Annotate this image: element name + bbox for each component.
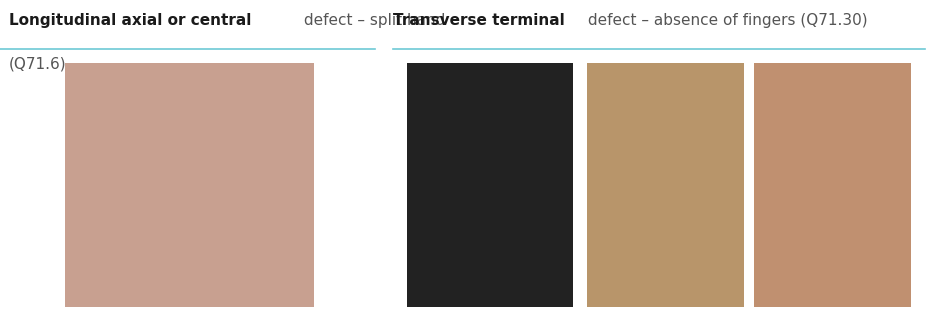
- Text: (Q71.6): (Q71.6): [9, 56, 67, 71]
- Bar: [588, 63, 744, 307]
- Text: defect – absence of fingers (Q71.30): defect – absence of fingers (Q71.30): [583, 13, 868, 28]
- Bar: [407, 63, 573, 307]
- Bar: [754, 63, 911, 307]
- Text: defect – split hand: defect – split hand: [299, 13, 446, 28]
- Text: Longitudinal axial or central: Longitudinal axial or central: [9, 13, 252, 28]
- Text: Transverse terminal: Transverse terminal: [393, 13, 565, 28]
- Bar: [65, 63, 314, 307]
